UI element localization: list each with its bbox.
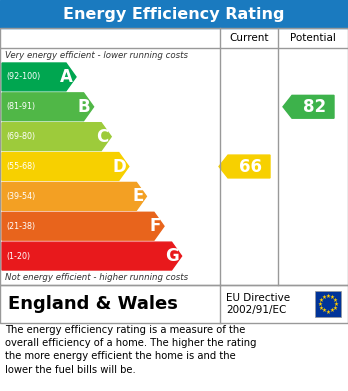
- Text: ★: ★: [319, 305, 324, 310]
- Text: Potential: Potential: [290, 33, 336, 43]
- Polygon shape: [2, 93, 94, 121]
- Text: (39-54): (39-54): [6, 192, 35, 201]
- Text: ★: ★: [332, 305, 337, 310]
- Text: ★: ★: [332, 298, 337, 303]
- Text: England & Wales: England & Wales: [8, 295, 178, 313]
- Polygon shape: [219, 155, 270, 178]
- Polygon shape: [2, 212, 164, 240]
- Text: C: C: [96, 127, 108, 145]
- Text: ★: ★: [322, 308, 326, 314]
- Bar: [315, 291, 341, 317]
- Text: Very energy efficient - lower running costs: Very energy efficient - lower running co…: [5, 50, 188, 59]
- Text: (69-80): (69-80): [6, 132, 35, 141]
- Bar: [0, 285, 348, 323]
- Polygon shape: [2, 63, 76, 91]
- Text: A: A: [60, 68, 73, 86]
- Text: F: F: [150, 217, 161, 235]
- Text: G: G: [165, 247, 179, 265]
- Polygon shape: [2, 123, 111, 151]
- Text: Energy Efficiency Rating: Energy Efficiency Rating: [63, 7, 285, 22]
- Text: ★: ★: [330, 308, 334, 314]
- Polygon shape: [2, 183, 147, 210]
- Text: ★: ★: [322, 294, 326, 300]
- Text: (81-91): (81-91): [6, 102, 35, 111]
- Polygon shape: [2, 242, 182, 270]
- Text: Not energy efficient - higher running costs: Not energy efficient - higher running co…: [5, 273, 188, 283]
- Text: ★: ★: [334, 301, 339, 307]
- Text: B: B: [78, 98, 90, 116]
- Text: EU Directive
2002/91/EC: EU Directive 2002/91/EC: [226, 293, 290, 315]
- Text: ★: ★: [326, 310, 331, 314]
- Text: E: E: [132, 187, 143, 205]
- Bar: [0, 0, 348, 28]
- Text: (55-68): (55-68): [6, 162, 35, 171]
- Polygon shape: [283, 95, 334, 118]
- Text: ★: ★: [330, 294, 334, 300]
- Text: (1-20): (1-20): [6, 251, 30, 260]
- Text: D: D: [112, 158, 126, 176]
- Text: Current: Current: [229, 33, 269, 43]
- Text: (92-100): (92-100): [6, 72, 40, 81]
- Text: The energy efficiency rating is a measure of the
overall efficiency of a home. T: The energy efficiency rating is a measur…: [5, 325, 256, 375]
- Polygon shape: [2, 152, 129, 180]
- Text: (21-38): (21-38): [6, 222, 35, 231]
- Text: ★: ★: [318, 301, 323, 307]
- Bar: [0, 28, 348, 285]
- Text: 66: 66: [239, 158, 262, 176]
- Text: ★: ★: [326, 294, 331, 298]
- Text: 82: 82: [303, 98, 326, 116]
- Text: ★: ★: [319, 298, 324, 303]
